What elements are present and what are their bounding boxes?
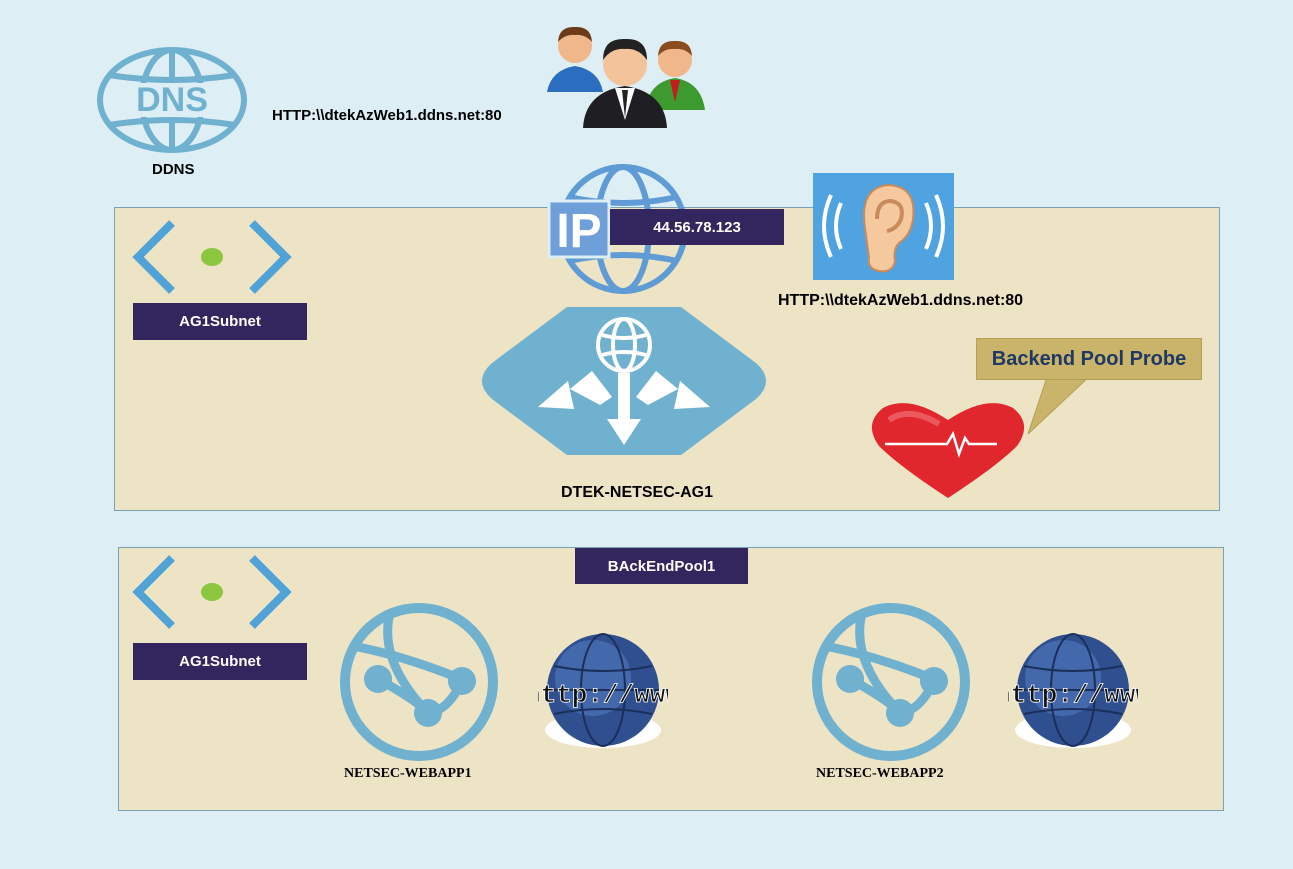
probe-callout: Backend Pool Probe <box>976 338 1202 380</box>
heartbeat-heart-icon <box>869 400 1027 500</box>
web-app-icon-2 <box>810 601 972 763</box>
ear-listener-icon <box>813 173 954 280</box>
application-gateway-icon <box>472 307 776 455</box>
top-url-text: HTTP:\\dtekAzWeb1.ddns.net:80 <box>272 107 502 124</box>
web-app-icon <box>338 601 500 763</box>
www-globe-icon: http://www <box>525 630 682 750</box>
backend-subnet-brackets-icon <box>132 552 292 632</box>
svg-text:http://www: http://www <box>1008 680 1138 710</box>
backend-subnet-tag: AG1Subnet <box>133 643 307 680</box>
svg-text:DNS: DNS <box>136 81 208 119</box>
backend-pool-tag: BAckEndPool1 <box>575 548 748 584</box>
webapp1-label: NETSEC-WEBAPP1 <box>344 766 472 781</box>
www-globe-icon-2: http://www <box>995 630 1152 750</box>
probe-callout-pointer <box>1020 373 1110 438</box>
listener-url-text: HTTP:\\dtekAzWeb1.ddns.net:80 <box>778 292 1024 309</box>
subnet-brackets-icon <box>132 217 292 297</box>
gateway-subnet-tag: AG1Subnet <box>133 303 307 340</box>
svg-text:http://www: http://www <box>538 680 668 710</box>
public-ip-tag: 44.56.78.123 <box>610 209 784 245</box>
users-group-icon <box>545 22 710 130</box>
webapp2-label: NETSEC-WEBAPP2 <box>816 766 944 781</box>
dns-label: DDNS <box>152 161 195 178</box>
gateway-name: DTEK-NETSEC-AG1 <box>561 484 714 501</box>
svg-text:IP: IP <box>556 205 601 258</box>
dns-globe-icon: DNS <box>95 45 250 155</box>
